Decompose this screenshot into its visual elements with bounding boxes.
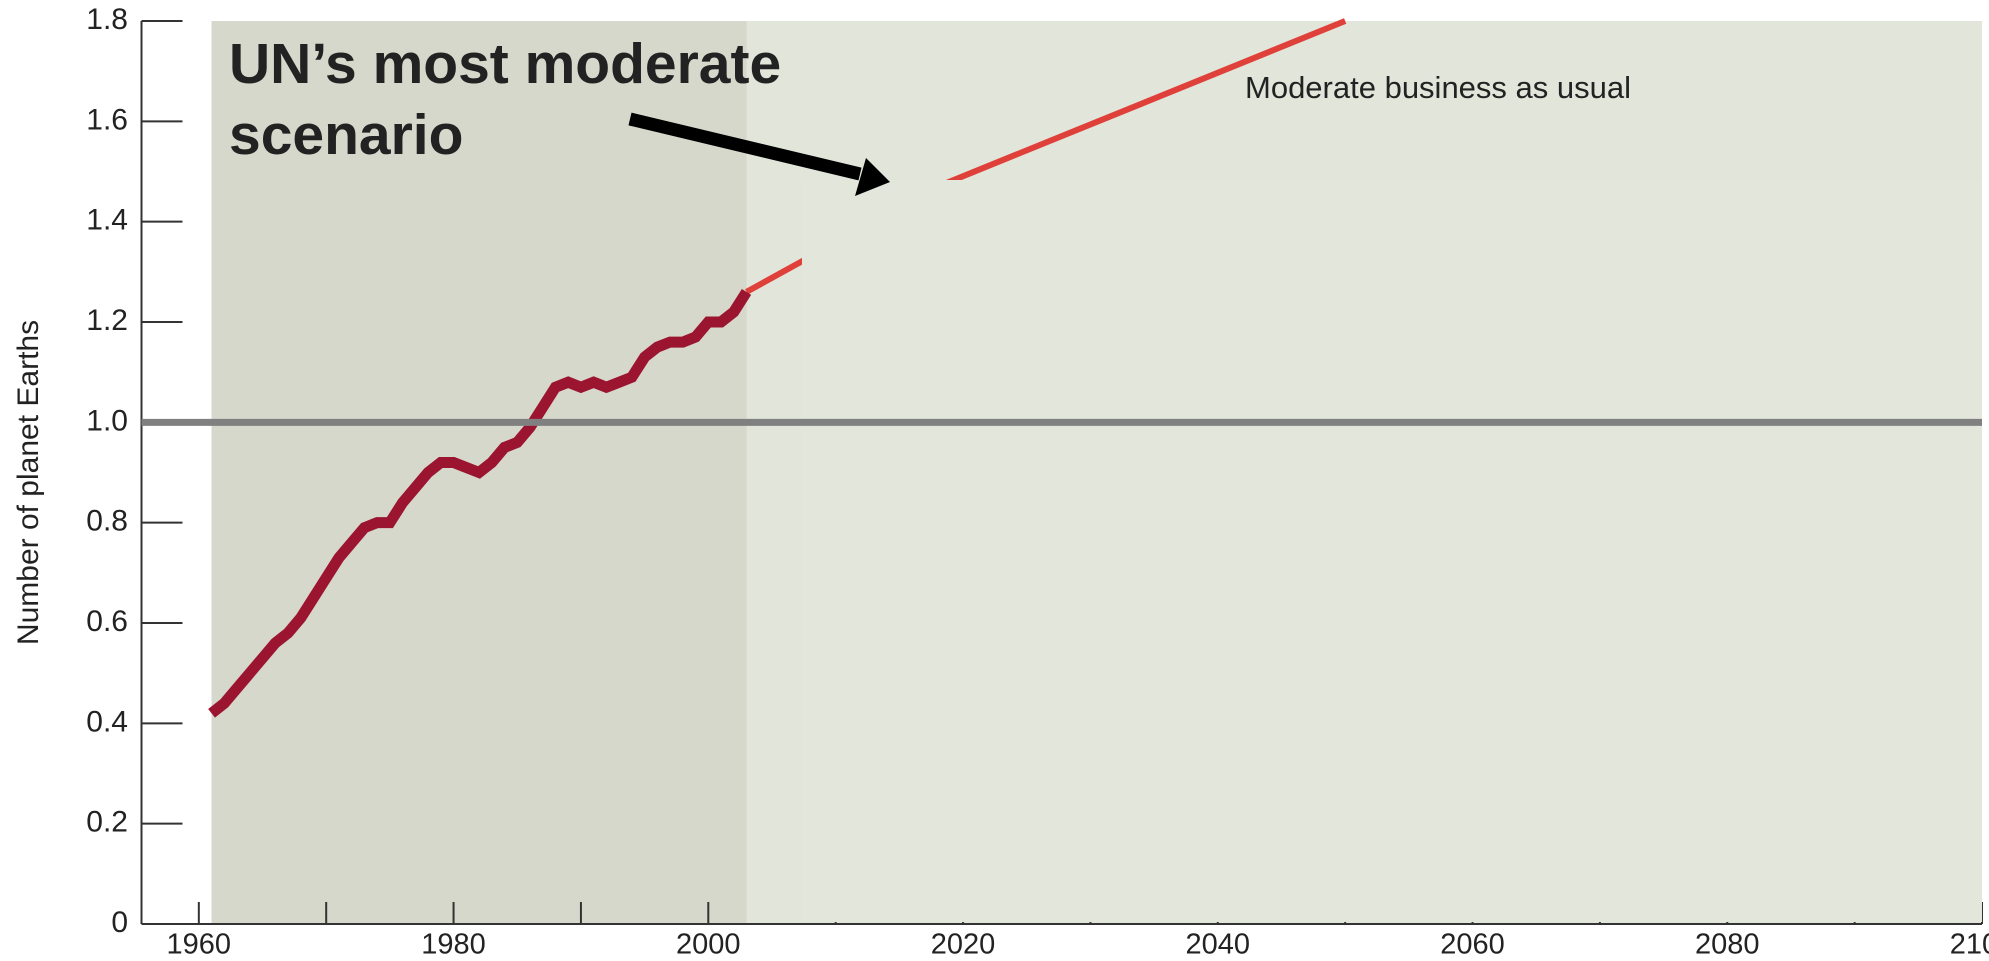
y-tick-label: 1.4 [86,204,128,237]
y-tick-label: 1.6 [86,103,128,136]
y-tick-label: 0.2 [86,806,128,839]
x-tick-label: 2020 [931,929,996,961]
x-tick-label: 1960 [167,929,232,961]
x-tick-label: 2060 [1440,929,1505,961]
x-tick-label: 2100 [1950,929,1989,961]
y-tick-label: 0.4 [86,705,128,738]
x-tick-label: 2040 [1186,929,1251,961]
y-tick-label: 0.8 [86,505,128,538]
arrow-head [855,158,890,196]
y-tick-label: 0.6 [86,605,128,638]
mask-box [802,180,1982,419]
mask-box [802,426,1982,922]
y-tick-label: 1.0 [86,404,128,437]
x-tick-label: 2080 [1695,929,1760,961]
line-series [208,288,752,718]
y-tick-label: 1.8 [86,3,128,36]
x-tick-label: 2000 [676,929,741,961]
y-tick-label: 1.2 [86,304,128,337]
annotation: UN’s most moderate [229,32,781,96]
arrow-shaft [628,112,862,181]
x-tick-label: 1980 [421,929,486,961]
series-label: Moderate business as usual [1245,70,1631,105]
y-tick-label: 0 [111,906,128,939]
annotation: scenario [229,103,463,167]
y-axis-label: Number of planet Earths [12,320,45,645]
